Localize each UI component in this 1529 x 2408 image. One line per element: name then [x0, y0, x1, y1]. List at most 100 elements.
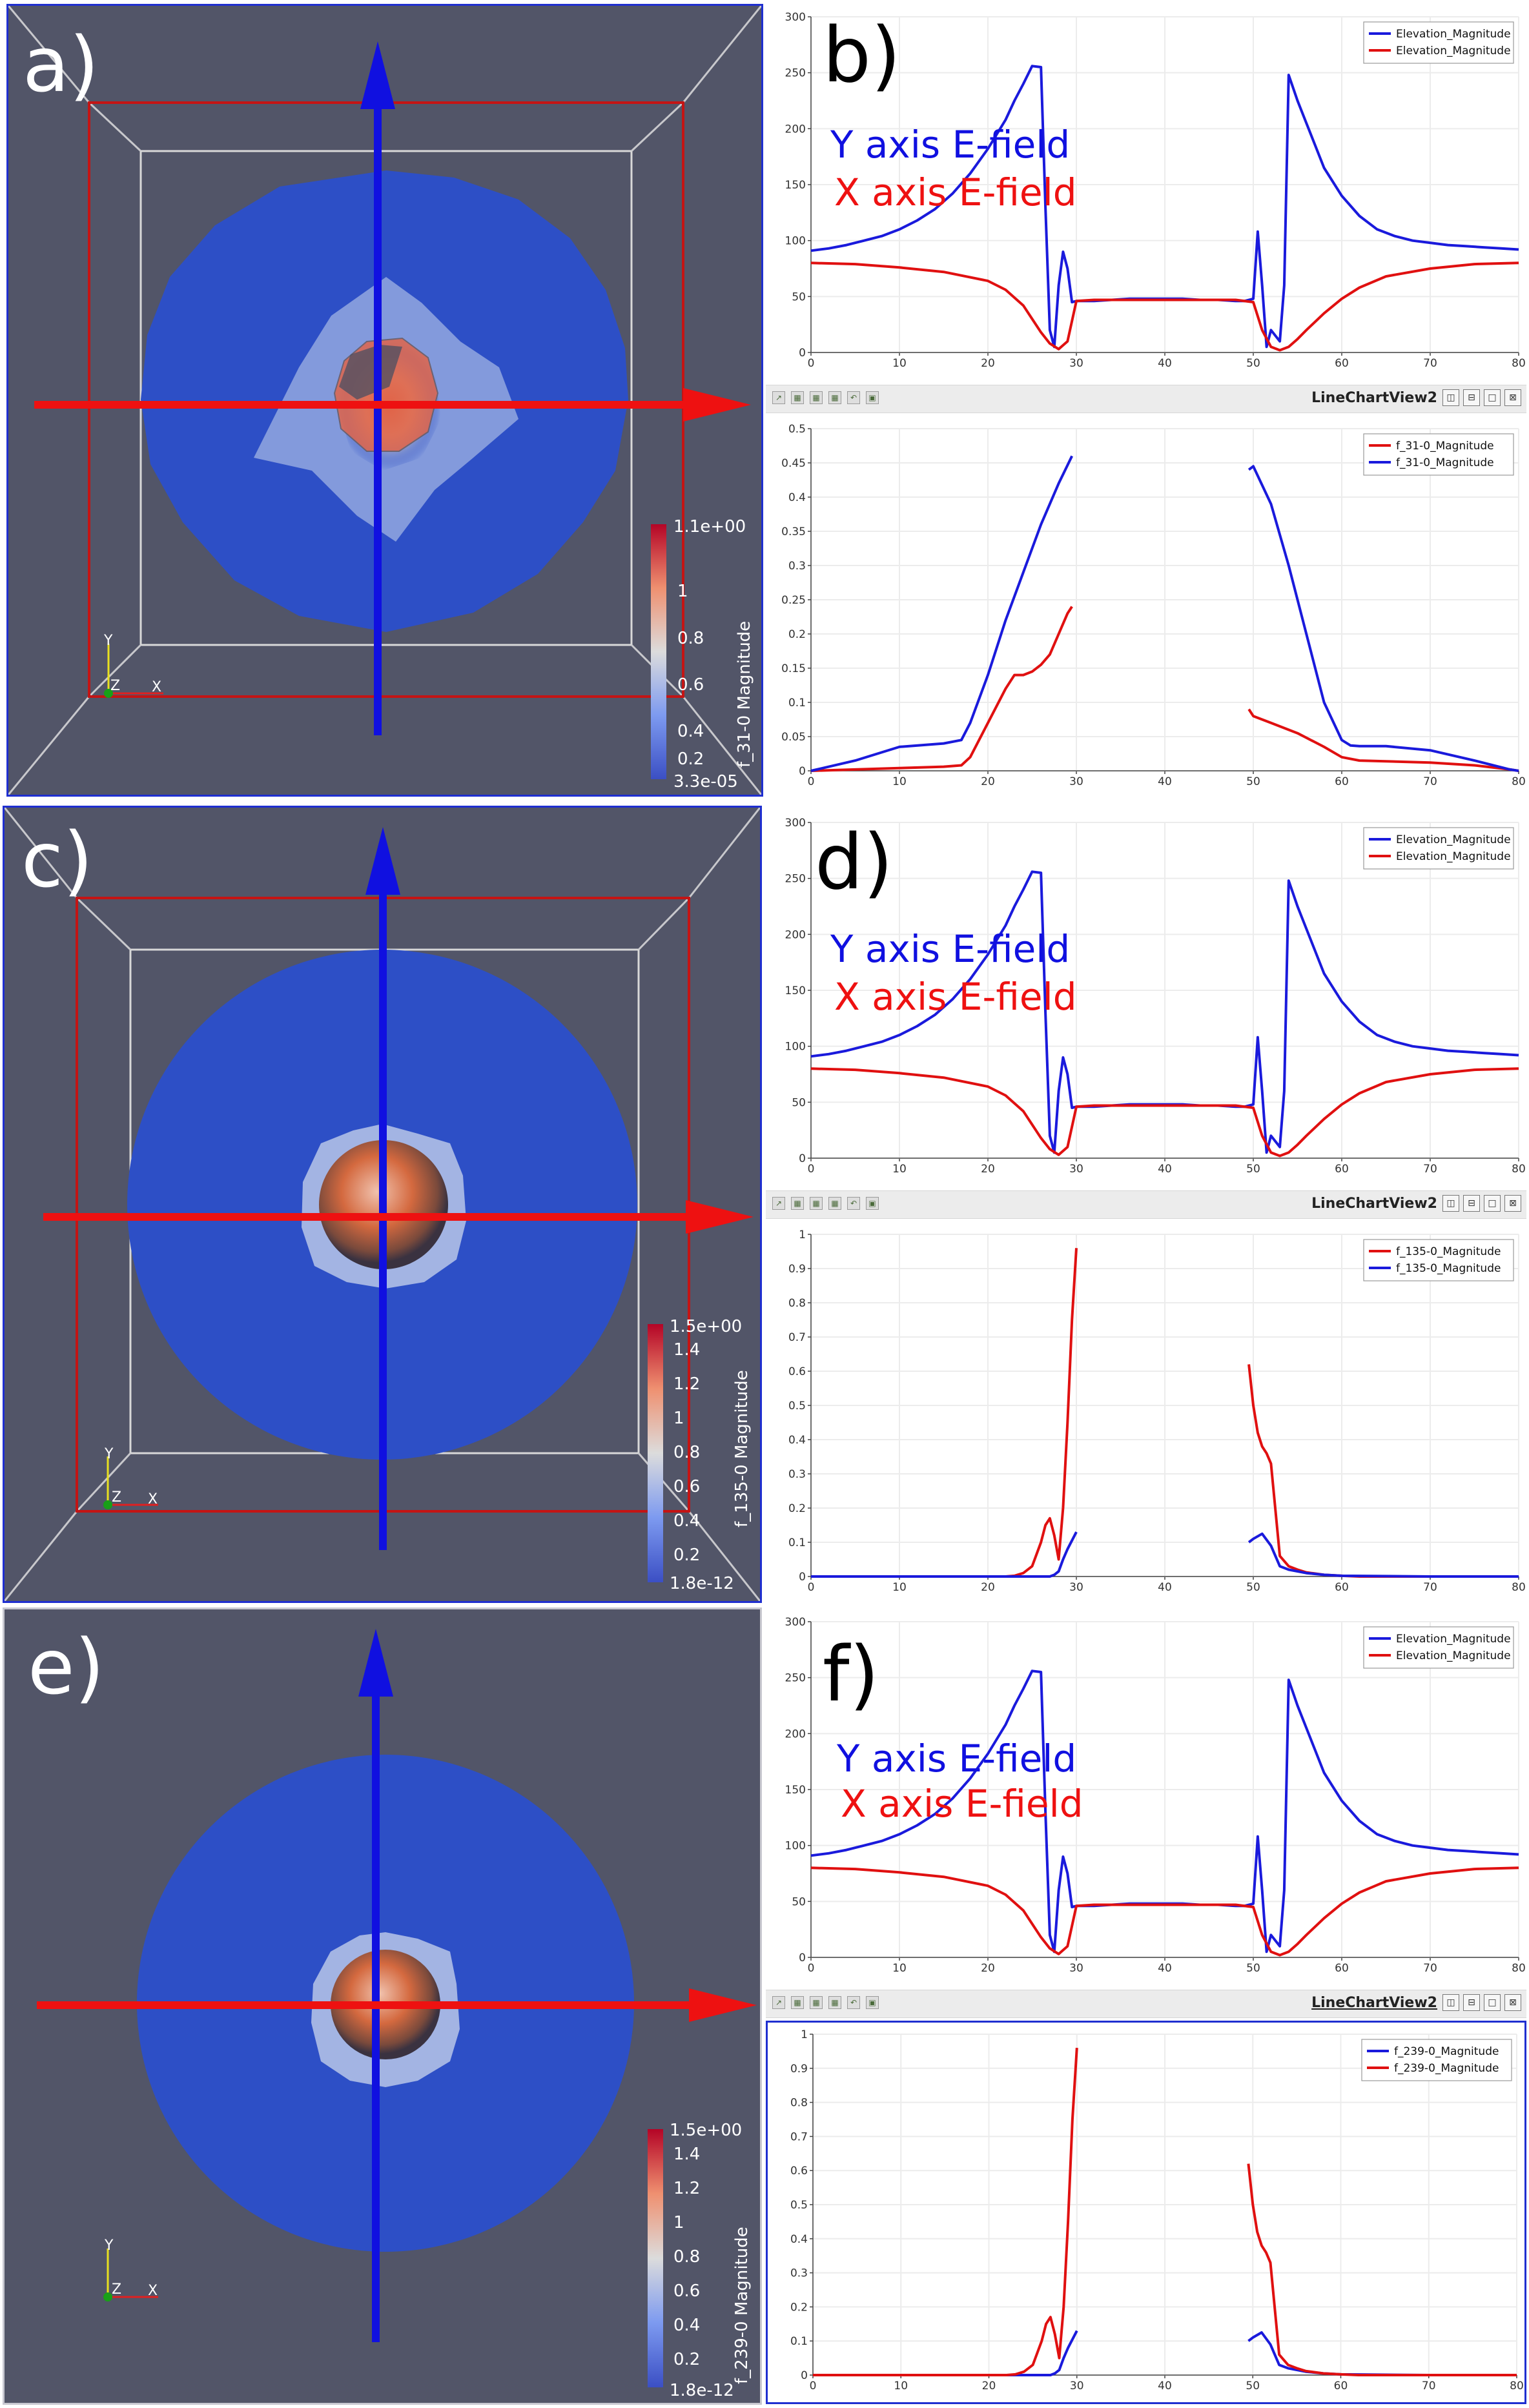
y-axis-arrowhead-c: [365, 827, 400, 895]
x-tick-label: 70: [1423, 1581, 1437, 1594]
y-tick-label: 0.3: [790, 2267, 808, 2280]
toolbar-icon-3[interactable]: ▦: [810, 1996, 823, 2009]
maximize-button[interactable]: □: [1484, 389, 1501, 406]
x-axis-arrowhead-c: [686, 1200, 754, 1234]
split-vertical-button[interactable]: ⊟: [1463, 1195, 1480, 1212]
view-title[interactable]: LineChartView2: [1311, 1196, 1437, 1212]
y-tick-label: 300: [785, 11, 806, 24]
field-chart-d[interactable]: 0 10 20 30 40 50 60 70 80 0 0.1 0.2 0.3 0.4 0.5 0.6 0.7 0…: [766, 1223, 1526, 1604]
legend-entry: Elevation_Magnitude: [1396, 833, 1511, 846]
y-tick-label: 0.5: [788, 1400, 806, 1413]
chart-svg-f2: 0 10 20 30 40 50 60 70 80 0 0.1 0.2 0.3 0.4 0.5 0.6 0.7 0…: [790, 2028, 1524, 2393]
legend-box: [1363, 1626, 1514, 1669]
field-chart-f[interactable]: 0 10 20 30 40 50 60 70 80 0 0.1 0.2 0.3 0.4 0.5 0.6 0.7 0…: [766, 2021, 1526, 2404]
y-tick-label: 150: [785, 985, 806, 997]
y-tick-label: 0.2: [788, 1502, 806, 1515]
toolbar-icon-4[interactable]: ▦: [828, 1996, 841, 2009]
field-chart-b[interactable]: 0 10 20 30 40 50 60 70 80 0 0.05 0.1 0.15 0.2 0.25 0.3 0…: [766, 417, 1526, 798]
y-tick-label: 0.45: [781, 457, 806, 470]
split-horizontal-button[interactable]: ◫: [1442, 1994, 1459, 2011]
split-horizontal-button[interactable]: ◫: [1442, 389, 1459, 406]
elevation-chart-f[interactable]: 0 10 20 30 40 50 60 70 80 0 50 100 150 200 250 300 Eleva…: [766, 1610, 1526, 1985]
legend-entry: Elevation_Magnitude: [1396, 1649, 1511, 1662]
toolbar-icon-5[interactable]: ↶: [847, 391, 860, 404]
x-axis-arrowhead-e: [689, 1988, 757, 2022]
view-title[interactable]: LineChartView2: [1311, 1995, 1437, 2011]
y-tick-label: 0: [799, 1952, 806, 1964]
split-horizontal-button[interactable]: ◫: [1442, 1195, 1459, 1212]
x-tick-label: 60: [1335, 1581, 1349, 1594]
render-scene-c: Y Z X 1.5e+00 1.8e-12 1.4 1.2 1 0.8 0.6 …: [3, 807, 761, 1602]
maximize-button[interactable]: □: [1484, 1994, 1501, 2011]
toolbar-icon-5[interactable]: ↶: [847, 1996, 860, 2009]
toolbar-icon-3[interactable]: ▦: [810, 391, 823, 404]
colorbar-min: 1.8e-12: [670, 2381, 734, 2400]
toolbar-icon-2[interactable]: ▦: [791, 1197, 804, 1210]
x-axis-arrowhead-a: [683, 388, 751, 422]
x-tick-label: 40: [1158, 2380, 1172, 2393]
x-tick-label: 10: [892, 1962, 907, 1975]
y-tick-label: 50: [792, 291, 806, 303]
toolbar-icon-1[interactable]: ↗: [772, 1197, 785, 1210]
split-vertical-button[interactable]: ⊟: [1463, 1994, 1480, 2011]
x-tick-label: 60: [1334, 2380, 1348, 2393]
toolbar-icon-6[interactable]: ▣: [866, 391, 879, 404]
toolbar-icon-2[interactable]: ▦: [791, 391, 804, 404]
close-button[interactable]: ⊠: [1504, 389, 1521, 406]
y-tick-label: 0.1: [790, 2335, 808, 2348]
maximize-button[interactable]: □: [1484, 1195, 1501, 1212]
view-title[interactable]: LineChartView2: [1311, 390, 1437, 406]
toolbar-icon-2[interactable]: ▦: [791, 1996, 804, 2009]
toolbar-icon-1[interactable]: ↗: [772, 391, 785, 404]
toolbar-icon-3[interactable]: ▦: [810, 1197, 823, 1210]
colorbar-tick: 0.6: [673, 1477, 700, 1496]
colorbar-c: 1.5e+00 1.8e-12 1.4 1.2 1 0.8 0.6 0.4 0.…: [648, 1317, 752, 1593]
x-tick-label: 30: [1070, 2380, 1084, 2393]
y-tick-label: 0.5: [790, 2199, 808, 2212]
colorbar-max: 1.5e+00: [670, 1317, 742, 1336]
x-tick-label: 70: [1423, 357, 1437, 370]
toolbar-icon-1[interactable]: ↗: [772, 1996, 785, 2009]
x-tick-label: 70: [1423, 1962, 1437, 1975]
x-tick-label: 60: [1335, 357, 1349, 370]
split-vertical-button[interactable]: ⊟: [1463, 389, 1480, 406]
close-button[interactable]: ⊠: [1504, 1195, 1521, 1212]
x-tick-label: 60: [1335, 1163, 1349, 1176]
y-tick-label: 0.7: [790, 2130, 808, 2143]
y-tick-label: 300: [785, 1616, 806, 1629]
colorbar-tick: 0.4: [673, 1511, 700, 1531]
elevation-chart-d[interactable]: 0 10 20 30 40 50 60 70 80 0 50 100 150 200 250 300 Eleva…: [766, 811, 1526, 1185]
toolbar-icon-4[interactable]: ▦: [828, 1197, 841, 1210]
elevation-chart-b[interactable]: 0 10 20 30 40 50 60 70 80 0 50 100 150 200 250 300 Eleva…: [766, 5, 1526, 380]
toolbar-icon-6[interactable]: ▣: [866, 1197, 879, 1210]
y-tick-label: 1: [801, 2028, 808, 2041]
toolbar-icon-5[interactable]: ↶: [847, 1197, 860, 1210]
colorbar-tick: 1: [673, 1409, 684, 1428]
legend-box: [1363, 1239, 1514, 1281]
close-button[interactable]: ⊠: [1504, 1994, 1521, 2011]
colorbar-max: 1.1e+00: [673, 517, 746, 536]
y-tick-label: 0.2: [788, 628, 806, 641]
y-tick-label: 0.3: [788, 560, 806, 573]
x-tick-label: 60: [1335, 775, 1349, 788]
chart-svg-b: 0 10 20 30 40 50 60 70 80 0 50 100 150 200 250 300 Eleva…: [785, 11, 1526, 370]
y-tick-label: 0.1: [788, 697, 806, 709]
toolbar-icon-4[interactable]: ▦: [828, 391, 841, 404]
legend-entry: f_135-0_Magnitude: [1396, 1245, 1501, 1258]
y-tick-label: 150: [785, 1784, 806, 1797]
colorbar-tick: 1.4: [673, 2145, 700, 2164]
panel-letter-e: e): [28, 1622, 105, 1711]
render-view-a[interactable]: Y Z X 1.1e+00 3.3e-05 1 0.8 0.6 0.4 0.2 …: [6, 4, 763, 797]
y-tick-label: 100: [785, 1840, 806, 1853]
y-tick-label: 150: [785, 179, 806, 192]
render-view-e[interactable]: Y Z X 1.5e+00 1.8e-12 1.4 1.2 1 0.8 0.6 …: [3, 1607, 762, 2405]
y-tick-label: 250: [785, 1672, 806, 1685]
series-line-1: [810, 261, 1519, 352]
x-tick-label: 60: [1335, 1962, 1349, 1975]
toolbar-icon-6[interactable]: ▣: [866, 1996, 879, 2009]
legend-entry: Elevation_Magnitude: [1396, 850, 1511, 863]
colorbar-tick: 0.8: [673, 1443, 700, 1462]
x-tick-label: 80: [1512, 357, 1526, 370]
y-tick-label: 0: [799, 1152, 806, 1165]
render-view-c[interactable]: Y Z X 1.5e+00 1.8e-12 1.4 1.2 1 0.8 0.6 …: [3, 806, 762, 1603]
